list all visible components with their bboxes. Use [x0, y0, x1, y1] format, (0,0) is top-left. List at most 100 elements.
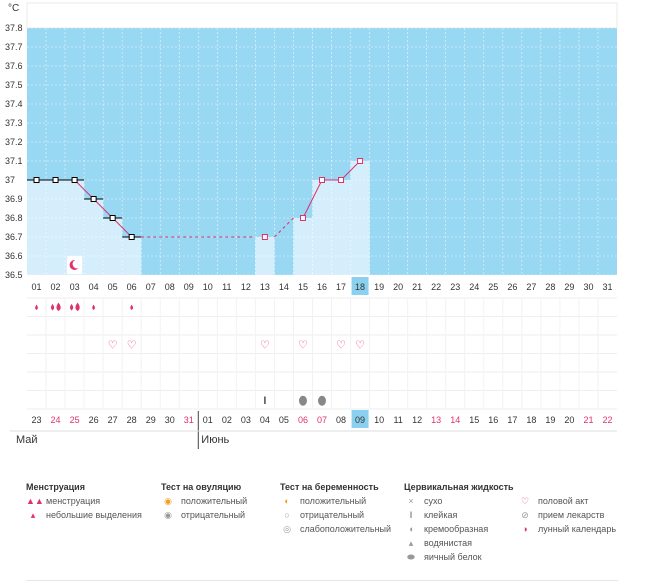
temp-marker [109, 215, 116, 221]
cycle-day-label: 29 [564, 282, 574, 292]
cycle-day-label: 14 [279, 282, 289, 292]
y-tick-label: 36.7 [5, 232, 23, 242]
y-tick-label: 36.5 [5, 270, 23, 280]
calendar-date-label: 08 [336, 415, 346, 425]
temp-bar [27, 180, 47, 275]
calendar-date-label: 06 [298, 415, 308, 425]
calendar-date-label: 17 [507, 415, 517, 425]
moon-icon-cut [72, 259, 82, 269]
calendar-date-label: 07 [317, 415, 327, 425]
cycle-day-label: 18 [355, 282, 365, 292]
pregnancy-positive-icon: ◐ [284, 496, 290, 506]
cycle-day-label: 22 [431, 282, 441, 292]
cycle-day-label: 15 [298, 282, 308, 292]
sticky-icon: I [263, 395, 266, 407]
heart-icon: ♡ [520, 496, 530, 506]
legend-item: × сухо [404, 494, 514, 508]
bottom-divider [26, 580, 618, 581]
egg-white-icon: ⬬ [407, 552, 415, 562]
temp-bar [331, 180, 351, 275]
negative-test-icon: ◉ [164, 510, 172, 520]
moon-icon: ◑ [522, 524, 528, 534]
menstruation-drops-icon: ▲▲ [26, 496, 44, 506]
temp-line-segment [274, 217, 294, 238]
temp-line-segment [93, 198, 113, 219]
legend-item: ◉ положительный [161, 494, 247, 508]
calendar-date-label: 24 [51, 415, 61, 425]
calendar-date-label: 13 [431, 415, 441, 425]
menstruation-drop-icon [56, 302, 61, 312]
menstruation-drop-icon [50, 303, 55, 311]
egg-white-icon [318, 395, 326, 406]
calendar-date-label: 18 [526, 415, 536, 425]
heart-icon: ♡ [336, 339, 346, 351]
bbt-chart: °C 37.8 37.7 37.6 37.5 37.4 37.3 37.2 37.1 37 36.9… [5, 2, 618, 449]
legend-item-label: положительный [181, 496, 248, 506]
calendar-date-label: 30 [165, 415, 175, 425]
cycle-day-label: 01 [32, 282, 42, 292]
calendar-date-label: 27 [108, 415, 118, 425]
temp-marker [52, 177, 59, 183]
legend-item-label: отрицательный [300, 510, 365, 520]
highlight-date-box [351, 410, 369, 428]
cycle-day-label: 16 [317, 282, 327, 292]
heart-icon: ♡ [355, 339, 365, 351]
legend-cervical-title: Цервикальная жидкость [404, 482, 514, 492]
cycle-day-label: 07 [146, 282, 156, 292]
y-tick-label: 37.8 [5, 23, 23, 33]
temp-marker [261, 234, 268, 240]
legend-item-label: яичный белок [424, 552, 482, 562]
calendar-date-label: 16 [488, 415, 498, 425]
legend-menstruation-title: Менструация [26, 482, 85, 492]
temp-bar [46, 180, 66, 275]
pregnancy-weak-icon: ◎ [283, 524, 291, 534]
dry-icon: × [408, 496, 414, 506]
cycle-day-label: 11 [222, 282, 231, 292]
temp-line-segment [302, 179, 323, 219]
legend-menstruation: Менструация ▲▲ менструация ▴ небольшие выд… [26, 480, 142, 522]
legend-item: ▴ водянистая [404, 536, 514, 550]
pill-icon: ⊘ [521, 510, 529, 520]
y-tick-label: 37.2 [5, 137, 23, 147]
temp-bar [103, 218, 123, 275]
temp-marker [90, 196, 97, 202]
calendar-date-label: 26 [89, 415, 99, 425]
cycle-day-label: 28 [545, 282, 555, 292]
calendar-date-label: 10 [374, 415, 384, 425]
heart-icon: ♡ [260, 339, 270, 351]
legend-other-title [518, 480, 616, 494]
calendar-date-label: 02 [222, 415, 232, 425]
cycle-day-label: 09 [184, 282, 194, 292]
legend-other: ♡ половой акт ⊘ прием лекарств ◑ лунный кал… [518, 480, 616, 536]
cycle-day-label: 27 [526, 282, 536, 292]
month-label: Июнь [201, 434, 229, 446]
temp-bar [293, 218, 313, 275]
calendar-date-label: 15 [469, 415, 479, 425]
legend-item-label: прием лекарств [538, 510, 605, 520]
temp-marker [33, 177, 40, 183]
legend-item-label: отрицательный [181, 510, 246, 520]
legend-item: ⬬ яичный белок [404, 550, 514, 564]
calendar-date-label: 09 [355, 415, 365, 425]
highlight-day-box [351, 277, 369, 295]
menstruation-drop-icon [69, 303, 74, 311]
pregnancy-negative-icon: ○ [284, 510, 290, 520]
calendar-date-label: 05 [279, 415, 289, 425]
legend-item-label: небольшие выделения [46, 510, 142, 520]
cycle-day-label: 08 [165, 282, 175, 292]
y-tick-label: 37.4 [5, 99, 23, 109]
legend-item: ○ отрицательный [280, 508, 391, 522]
calendar-date-label: 20 [564, 415, 574, 425]
calendar-date-label: 03 [241, 415, 251, 425]
y-tick-label: 36.9 [5, 194, 23, 204]
temp-line-segment [74, 179, 94, 200]
y-tick-label: 37.1 [5, 156, 23, 166]
legend-item-label: половой акт [538, 496, 589, 506]
cycle-day-label: 02 [51, 282, 61, 292]
y-tick-label: 37.5 [5, 80, 23, 90]
calendar-date-label: 14 [450, 415, 460, 425]
legend-item: ▲▲ менструация [26, 494, 142, 508]
cycle-day-label: 30 [583, 282, 593, 292]
